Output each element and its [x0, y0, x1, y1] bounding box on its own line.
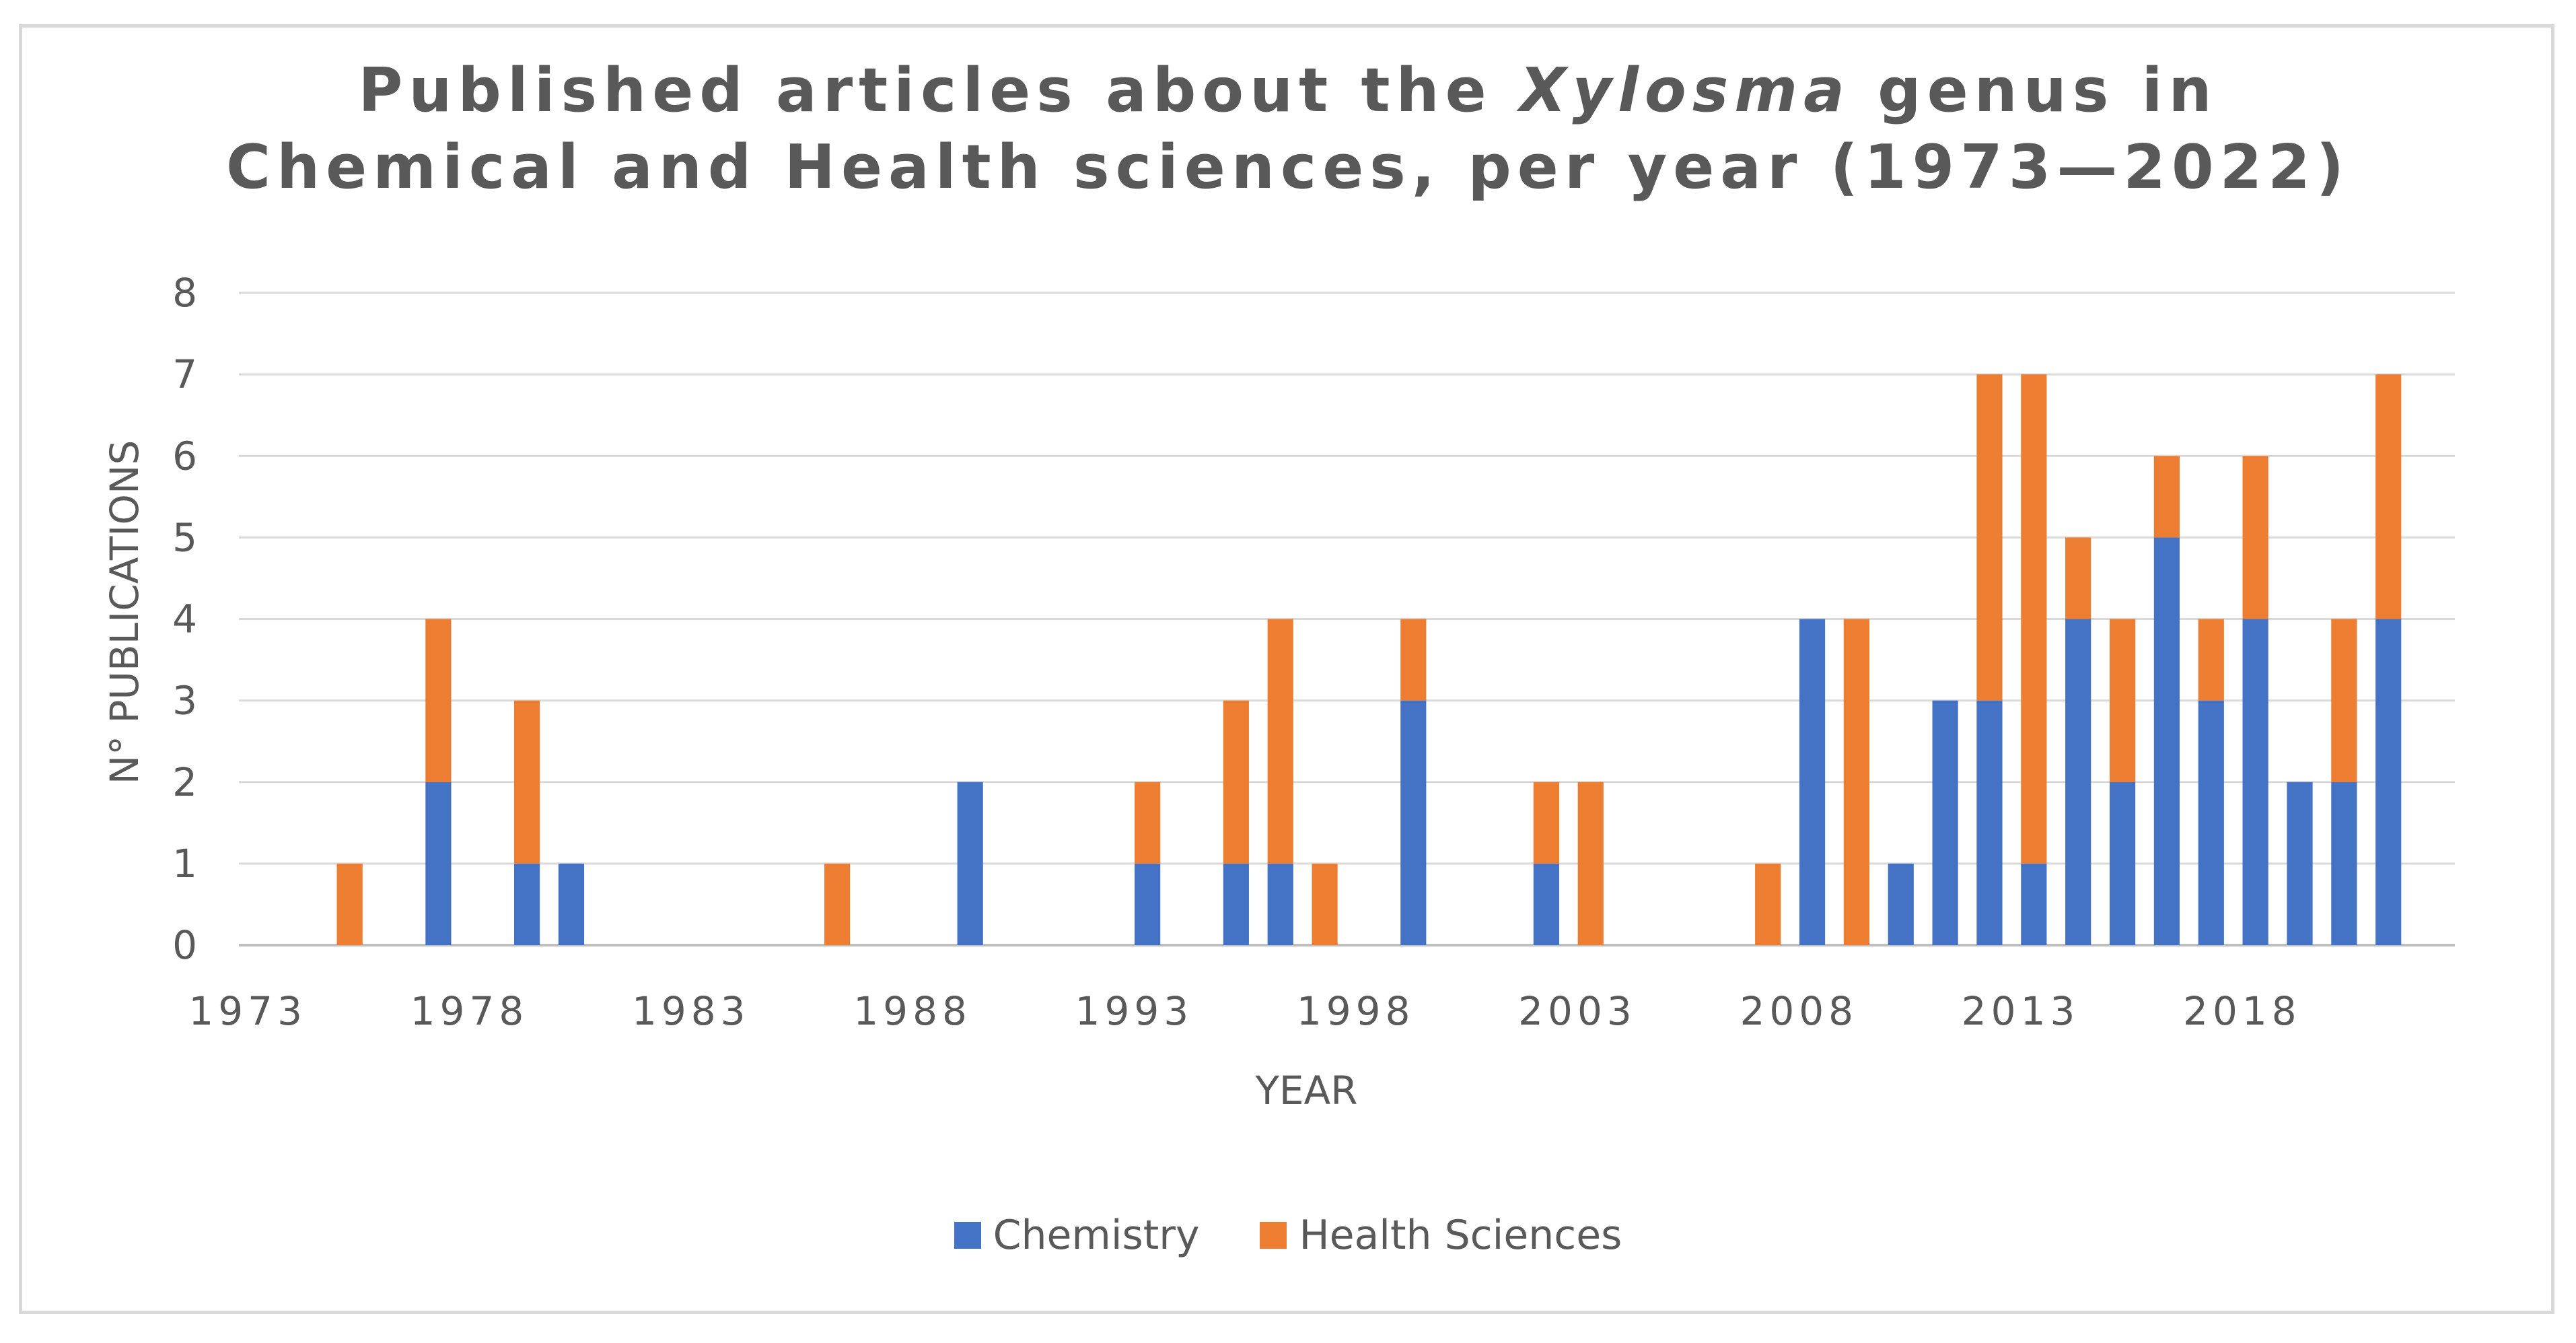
bar-health-sciences-2018	[2242, 456, 2268, 619]
bar-chemistry-2017	[2198, 700, 2224, 945]
bar-health-sciences-2012	[1976, 374, 2003, 701]
y-tick-label: 5	[172, 514, 197, 560]
y-tick-label: 0	[172, 922, 197, 968]
y-tick-label: 6	[172, 433, 197, 479]
bar-chemistry-1977	[425, 782, 452, 945]
bar-chemistry-2010	[1888, 863, 1914, 945]
bar-chemistry-2016	[2153, 537, 2180, 945]
bar-health-sciences-2003	[1577, 782, 1604, 945]
bar-health-sciences-2016	[2153, 456, 2180, 538]
chart-title-genus: Xylosma	[1519, 55, 1851, 126]
bar-chemistry-1999	[1400, 700, 1427, 945]
legend: Chemistry Health Sciences	[0, 1212, 2576, 1259]
bar-chemistry-2011	[1932, 700, 1958, 945]
y-tick-label: 8	[172, 270, 197, 316]
bar-chemistry-1993	[1135, 863, 1161, 945]
bar-health-sciences-2015	[2109, 619, 2136, 782]
x-tick-label: 1978	[410, 988, 529, 1034]
bar-health-sciences-1995	[1223, 700, 1249, 864]
bar-health-sciences-2007	[1755, 863, 1781, 945]
legend-label-health-sciences: Health Sciences	[1299, 1212, 1622, 1259]
x-tick-label: 1998	[1297, 988, 1415, 1034]
legend-swatch-chemistry	[954, 1222, 981, 1249]
x-tick-label: 1993	[1075, 988, 1194, 1034]
bar-health-sciences-1975	[336, 863, 363, 945]
y-tick-label: 4	[172, 596, 197, 642]
bar-health-sciences-1996	[1267, 619, 1293, 864]
bar-chemistry-2008	[1799, 619, 1826, 945]
y-tick-label: 1	[172, 841, 197, 887]
bar-health-sciences-1977	[425, 619, 452, 782]
bar-chemistry-2021	[2375, 619, 2402, 945]
x-tick-label: 1988	[853, 988, 972, 1034]
chart-title-line2: Chemical and Health sciences, per year (…	[226, 132, 2350, 203]
bar-health-sciences-2009	[1843, 619, 1869, 945]
chart-title-line1: Published articles about the Xylosma gen…	[0, 53, 2576, 129]
bar-chemistry-2014	[2065, 619, 2091, 945]
bar-health-sciences-1986	[824, 863, 851, 945]
bar-health-sciences-2014	[2065, 537, 2091, 619]
bar-chemistry-2020	[2331, 782, 2357, 945]
bar-chemistry-1989	[957, 782, 983, 945]
legend-swatch-health-sciences	[1260, 1222, 1287, 1249]
bar-health-sciences-2002	[1533, 782, 1559, 864]
bar-chemistry-2019	[2287, 782, 2313, 945]
legend-item-health-sciences: Health Sciences	[1260, 1212, 1622, 1259]
y-tick-label: 7	[172, 351, 197, 397]
legend-label-chemistry: Chemistry	[993, 1212, 1200, 1259]
bar-chemistry-1980	[558, 863, 585, 945]
bar-health-sciences-2017	[2198, 619, 2224, 701]
bar-chemistry-1996	[1267, 863, 1293, 945]
bar-health-sciences-1979	[513, 700, 540, 864]
x-tick-label: 1973	[188, 988, 307, 1034]
bar-health-sciences-1997	[1312, 863, 1338, 945]
bar-chemistry-2015	[2109, 782, 2136, 945]
bar-health-sciences-1993	[1135, 782, 1161, 864]
chart-title-line1-pre: Published articles about the	[358, 55, 1519, 126]
bar-health-sciences-2020	[2331, 619, 2357, 782]
x-tick-label: 1983	[632, 988, 750, 1034]
bar-chemistry-1979	[513, 863, 540, 945]
chart-title-line1-post: genus in	[1850, 55, 2218, 126]
x-tick-label: 2003	[1518, 988, 1637, 1034]
bar-chemistry-2002	[1533, 863, 1559, 945]
legend-item-chemistry: Chemistry	[954, 1212, 1200, 1259]
x-axis-label: YEAR	[1254, 1068, 1357, 1113]
y-tick-label: 3	[172, 678, 197, 724]
chart-title: Published articles about the Xylosma gen…	[0, 53, 2576, 206]
bar-chemistry-2018	[2242, 619, 2268, 945]
bar-health-sciences-2013	[2021, 374, 2047, 864]
y-axis-label: N° PUBLICATIONS	[102, 440, 147, 785]
x-tick-label: 2018	[2183, 988, 2301, 1034]
bar-chemistry-2012	[1976, 700, 2003, 945]
x-tick-label: 2013	[1962, 988, 2080, 1034]
y-tick-label: 2	[172, 759, 197, 805]
bar-health-sciences-2021	[2375, 374, 2402, 619]
bar-chemistry-2013	[2021, 863, 2047, 945]
bar-chemistry-1995	[1223, 863, 1249, 945]
x-tick-label: 2008	[1740, 988, 1858, 1034]
bar-health-sciences-1999	[1400, 619, 1427, 701]
